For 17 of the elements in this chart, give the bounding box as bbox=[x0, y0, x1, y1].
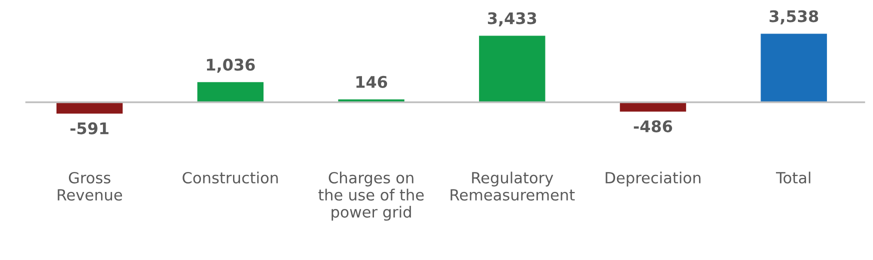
x-tick-label: Charges on the use of the power grid bbox=[318, 172, 424, 221]
x-tick-label: Depreciation bbox=[606, 172, 700, 186]
bar bbox=[56, 102, 123, 114]
bar bbox=[760, 34, 827, 102]
bar bbox=[197, 82, 264, 102]
data-label: 1,036 bbox=[206, 58, 255, 73]
data-label: 3,538 bbox=[770, 10, 818, 24]
data-label: 146 bbox=[356, 76, 388, 88]
data-label: -591 bbox=[70, 122, 108, 134]
data-label: 3,433 bbox=[488, 12, 536, 26]
bar bbox=[479, 36, 546, 102]
x-tick-label: Gross Revenue bbox=[58, 172, 122, 201]
data-label: -486 bbox=[634, 120, 672, 132]
x-tick-label: Regulatory Remeasurement bbox=[450, 172, 575, 201]
x-tick-label: Construction bbox=[182, 172, 278, 184]
bar bbox=[620, 102, 686, 112]
x-tick-label: Total bbox=[776, 172, 810, 184]
